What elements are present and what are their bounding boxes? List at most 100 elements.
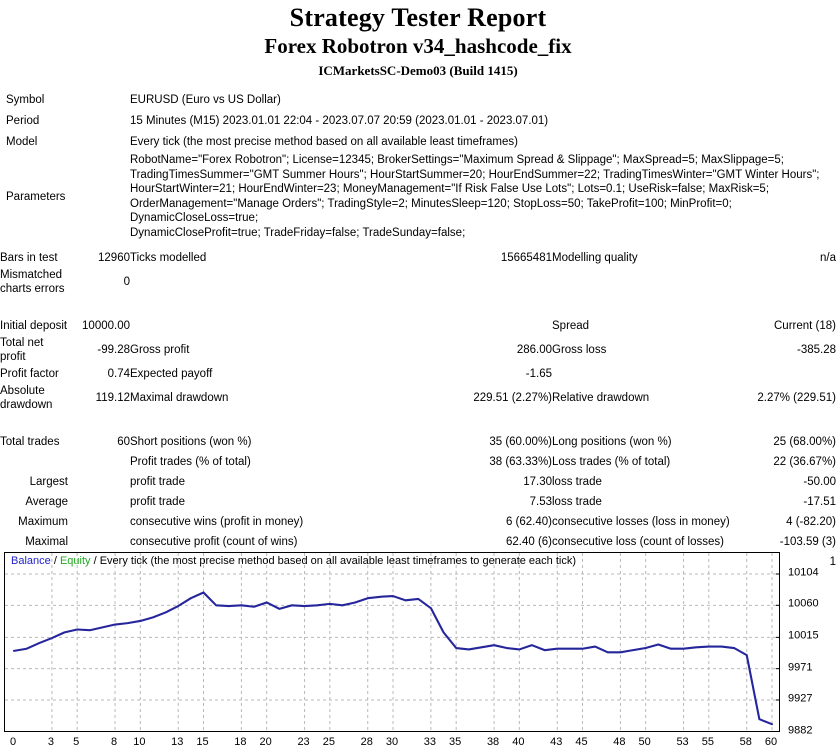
chart-x-tick-label: 20 — [259, 736, 272, 748]
spacer-cell — [342, 316, 552, 336]
model-label: Model — [6, 135, 38, 148]
chart-y-tick-label: 9927 — [788, 692, 813, 705]
average-profit-trade-value: 7.53 — [529, 495, 552, 508]
stats-row-maximal: Maximal consecutive profit (count of win… — [0, 532, 836, 552]
initial-deposit-value: 10000.00 — [82, 319, 130, 332]
chart-x-tick-label: 33 — [423, 736, 437, 748]
long-positions-label: Long positions (won %) — [552, 435, 672, 448]
spacer-cell — [552, 268, 732, 296]
max-consecutive-losses-value: 4 (-82.20) — [786, 515, 836, 528]
chart-y-tick-label: 9882 — [788, 724, 813, 737]
total-trades-label: Total trades — [0, 435, 60, 448]
spacer-cell — [68, 512, 130, 532]
chart-x-tick-label: 18 — [234, 736, 247, 748]
profit-trades-label: Profit trades (% of total) — [130, 455, 251, 468]
ticks-modelled-value: 15665481 — [500, 251, 552, 264]
gross-profit-label: Gross profit — [130, 343, 190, 356]
largest-loss-trade-value: -50.00 — [803, 475, 836, 488]
relative-drawdown-label: Relative drawdown — [552, 391, 650, 404]
chart-x-tick-label: 30 — [385, 736, 399, 748]
parameters-value: RobotName="Forex Robotron"; License=1234… — [130, 152, 836, 242]
legend-description: Every tick (the most precise method base… — [99, 555, 577, 567]
stats-row-total-trades: Total trades 60 Short positions (won %) … — [0, 432, 836, 452]
maximal-label: Maximal — [25, 535, 68, 548]
maximal-consecutive-loss-label: consecutive loss (count of losses) — [552, 535, 724, 548]
spacer-cell — [0, 452, 68, 472]
average-label: Average — [25, 495, 68, 508]
stats-row-total-net-profit: Total net profit -99.28 Gross profit 286… — [0, 336, 836, 364]
mismatched-charts-errors-value: 0 — [123, 275, 130, 288]
chart-x-tick-label: 55 — [701, 736, 714, 748]
maximum-label: Maximum — [18, 515, 68, 528]
stats-row-initial-deposit: Initial deposit 10000.00 Spread Current … — [0, 316, 836, 336]
report-stats-table: Bars in test 12960 Ticks modelled 156654… — [0, 248, 836, 572]
max-consecutive-wins-value: 6 (62.40) — [505, 515, 552, 528]
spacer-cell — [130, 316, 342, 336]
total-net-profit-label-line1: Total net — [0, 336, 44, 349]
chart-x-tick-label: 5 — [73, 736, 80, 748]
absolute-drawdown-label-line2: drawdown — [0, 398, 53, 411]
stats-row-absolute-drawdown: Absolute drawdown 119.12 Maximal drawdow… — [0, 384, 836, 412]
info-row-symbol: Symbol EURUSD (Euro vs US Dollar) — [0, 89, 836, 110]
report-header: Strategy Tester Report Forex Robotron v3… — [0, 0, 836, 79]
model-value: Every tick (the most precise method base… — [130, 135, 518, 148]
loss-trades-value: 22 (36.67%) — [773, 455, 836, 468]
chart-x-tick-label: 45 — [575, 736, 588, 748]
largest-profit-trade-label: profit trade — [130, 475, 185, 488]
mismatched-charts-errors-label: Mismatched charts errors — [0, 268, 68, 296]
report-subtitle: Forex Robotron v34_hashcode_fix — [264, 34, 572, 58]
short-positions-label: Short positions (won %) — [130, 435, 252, 448]
parameters-line: TradingTimesSummer="GMT Summer Hours"; H… — [130, 168, 820, 181]
total-net-profit-value: -99.28 — [97, 343, 130, 356]
stats-row-largest: Largest profit trade 17.30 loss trade -5… — [0, 472, 836, 492]
chart-y-tick-label: 10015 — [788, 629, 819, 642]
chart-x-tick-label: 35 — [449, 736, 462, 748]
avg-consecutive-losses-value: 1 — [829, 555, 836, 568]
largest-loss-trade-label: loss trade — [552, 475, 602, 488]
bars-in-test-value: 12960 — [98, 251, 130, 264]
spacer-cell — [732, 268, 836, 296]
maximal-consecutive-loss-value: -103.59 (3) — [779, 535, 836, 548]
chart-y-tick-label: 10060 — [788, 597, 819, 610]
maximal-drawdown-value: 229.51 (2.27%) — [473, 391, 552, 404]
largest-profit-trade-value: 17.30 — [523, 475, 552, 488]
gross-profit-value: 286.00 — [516, 343, 552, 356]
gross-loss-value: -385.28 — [796, 343, 836, 356]
spacer-cell — [130, 268, 342, 296]
average-loss-trade-label: loss trade — [552, 495, 602, 508]
chart-legend: Balance / Equity / Every tick (the most … — [11, 555, 576, 568]
mismatched-label-line2: charts errors — [0, 282, 65, 295]
report-info-table: Symbol EURUSD (Euro vs US Dollar) Period… — [0, 89, 836, 242]
chart-x-tick-label: 10 — [133, 736, 146, 748]
max-consecutive-wins-label: consecutive wins (profit in money) — [130, 515, 304, 528]
symbol-label: Symbol — [6, 93, 45, 106]
mismatched-label-line1: Mismatched — [0, 268, 62, 281]
chart-x-tick-label: 28 — [360, 736, 373, 748]
chart-x-tick-label: 60 — [764, 736, 778, 748]
stats-row-profit-trades: Profit trades (% of total) 38 (63.33%) L… — [0, 452, 836, 472]
total-trades-value: 60 — [117, 435, 130, 448]
chart-y-tick-label: 9971 — [788, 661, 813, 674]
relative-drawdown-value: 2.27% (229.51) — [757, 391, 836, 404]
profit-factor-value: 0.74 — [107, 367, 130, 380]
spacer-cell — [732, 364, 836, 384]
total-net-profit-label: Total net profit — [0, 336, 68, 364]
parameters-line: RobotName="Forex Robotron"; License=1234… — [130, 154, 784, 166]
bars-in-test-label: Bars in test — [0, 251, 58, 264]
maximal-drawdown-label: Maximal drawdown — [130, 391, 229, 404]
long-positions-value: 25 (68.00%) — [773, 435, 836, 448]
info-row-model: Model Every tick (the most precise metho… — [0, 131, 836, 152]
parameters-line: DynamicCloseProfit=true; TradeFriday=fal… — [130, 226, 466, 239]
info-row-parameters: Parameters RobotName="Forex Robotron"; L… — [0, 152, 836, 242]
chart-x-tick-label: 3 — [47, 736, 54, 748]
spacer-cell — [68, 492, 130, 512]
legend-equity-label: Equity — [59, 555, 91, 567]
chart-x-tick-label: 48 — [613, 736, 626, 748]
max-consecutive-losses-label: consecutive losses (loss in money) — [552, 515, 730, 528]
chart-x-tick-label: 15 — [196, 736, 209, 748]
chart-x-axis-labels: 0 3 5 8 10 13 15 18 20 23 25 28 30 33 35 38 40 43 45 48 50 53… — [4, 733, 784, 751]
profit-trades-value: 38 (63.33%) — [489, 455, 552, 468]
expected-payoff-value: -1.65 — [525, 367, 552, 380]
chart-x-tick-label: 50 — [638, 736, 651, 748]
chart-x-tick-label: 25 — [322, 736, 335, 748]
